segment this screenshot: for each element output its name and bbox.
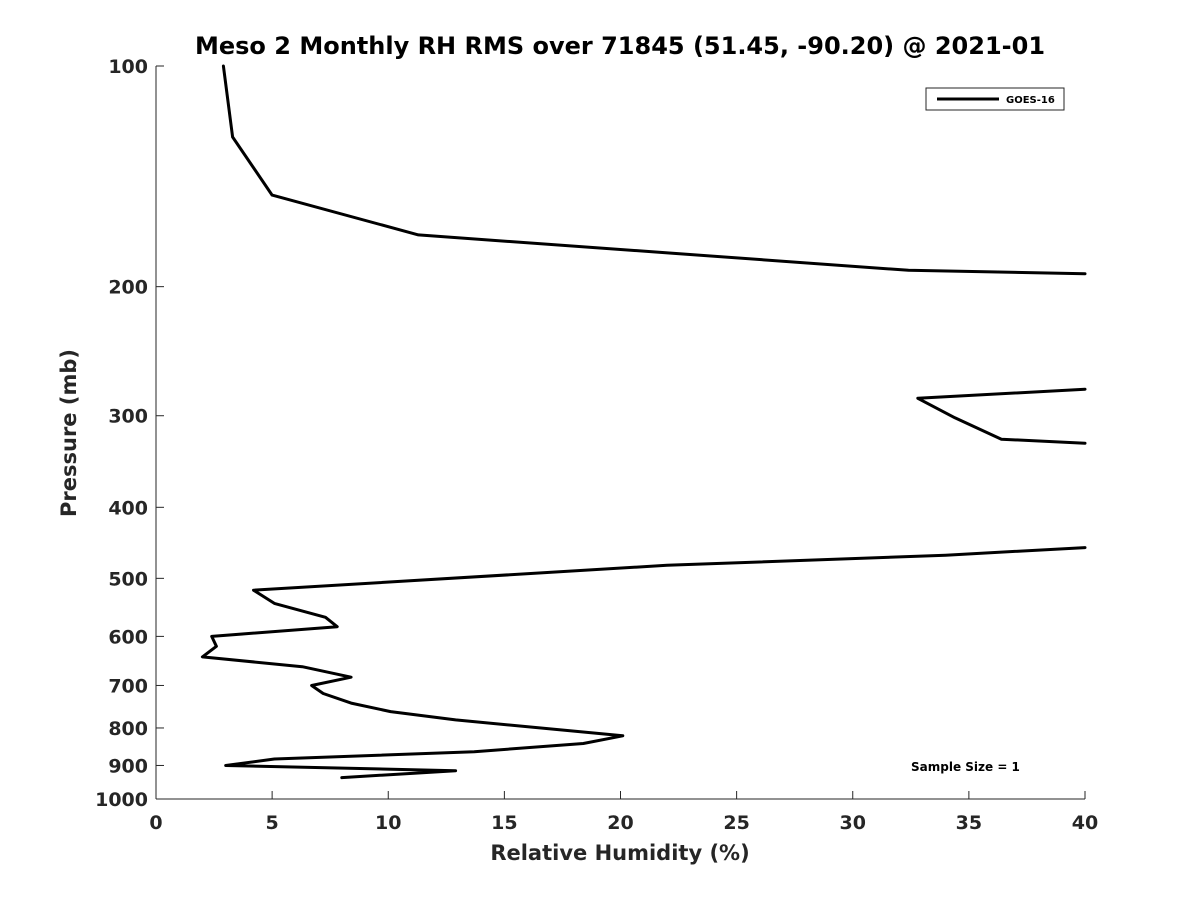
- x-tick-label: 0: [149, 812, 162, 834]
- x-tick-label: 40: [1072, 812, 1098, 834]
- plot-area: [200, 64, 1087, 780]
- y-tick-label: 300: [108, 406, 148, 428]
- y-tick-label: 200: [108, 277, 148, 299]
- axes: 0 5 10 15 20 25 30 35 40 100 200 300 400 500 600 700 80…: [95, 56, 1098, 834]
- x-tick-label: 5: [266, 812, 279, 834]
- legend: GOES-16: [925, 87, 1065, 111]
- y-tick-label: 800: [108, 718, 148, 740]
- x-ticks: 0 5 10 15 20 25 30 35 40: [149, 791, 1098, 834]
- y-tick-label: 700: [108, 675, 148, 697]
- series-line-goes-16-segment-2: [916, 387, 1087, 445]
- series-line-goes-16-segment-1: [221, 64, 1087, 276]
- x-tick-label: 30: [840, 812, 866, 834]
- legend-label-goes-16: GOES-16: [1006, 95, 1055, 106]
- y-axis-label: Pressure (mb): [57, 349, 81, 517]
- x-tick-label: 25: [723, 812, 749, 834]
- series-line-goes-16-segment-3: [200, 546, 1087, 780]
- x-axis-label: Relative Humidity (%): [490, 841, 749, 865]
- y-tick-label: 1000: [95, 789, 148, 811]
- chart-title: Meso 2 Monthly RH RMS over 71845 (51.45,…: [195, 32, 1045, 60]
- x-tick-label: 35: [956, 812, 982, 834]
- y-tick-label: 100: [108, 56, 148, 78]
- sample-size-annotation: Sample Size = 1: [911, 760, 1020, 774]
- y-tick-label: 400: [108, 497, 148, 519]
- y-tick-label: 500: [108, 568, 148, 590]
- x-tick-label: 10: [375, 812, 401, 834]
- y-tick-label: 900: [108, 755, 148, 777]
- x-tick-label: 20: [607, 812, 633, 834]
- x-tick-label: 15: [491, 812, 517, 834]
- y-tick-label: 600: [108, 626, 148, 648]
- y-ticks: 100 200 300 400 500 600 700 800 900 1000: [95, 56, 164, 811]
